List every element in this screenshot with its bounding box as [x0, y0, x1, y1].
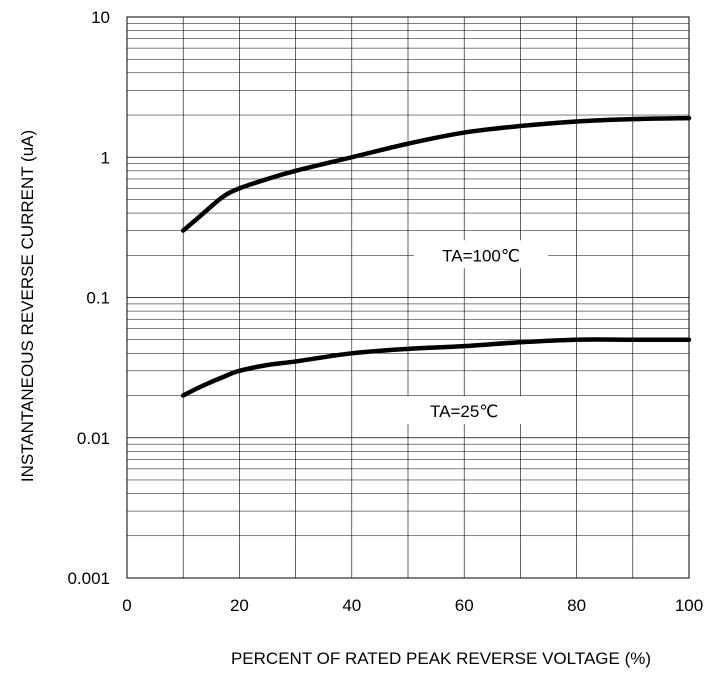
x-tick-label: 0	[122, 596, 131, 615]
x-tick-label: 80	[567, 596, 586, 615]
x-tick-label: 20	[230, 596, 249, 615]
labels: 0 20 40 60 80 100 0.001 0.01 0.1 1 10 TA=100℃ TA=25℃	[67, 8, 703, 615]
series-layer	[180, 115, 692, 398]
x-axis-label: PERCENT OF RATED PEAK REVERSE VOLTAGE (%…	[231, 649, 651, 668]
y-tick-label: 1	[101, 148, 110, 167]
series-line	[180, 115, 692, 233]
y-tick-label: 10	[91, 8, 110, 27]
grid	[126, 17, 690, 579]
x-tick-label: 40	[342, 596, 361, 615]
series-label-background	[404, 396, 525, 425]
series-label-background	[414, 240, 549, 269]
series-label: TA=100℃	[442, 246, 520, 265]
series-label: TA=25℃	[430, 402, 498, 421]
y-tick-label: 0.1	[86, 289, 110, 308]
series-line	[180, 337, 692, 398]
x-tick-label: 100	[675, 596, 703, 615]
y-tick-label: 0.001	[67, 569, 110, 588]
y-axis-label: INSTANTANEOUS REVERSE CURRENT (uA)	[18, 130, 37, 482]
plot-frame	[126, 16, 690, 579]
y-tick-label: 0.01	[77, 429, 110, 448]
x-tick-label: 60	[455, 596, 474, 615]
